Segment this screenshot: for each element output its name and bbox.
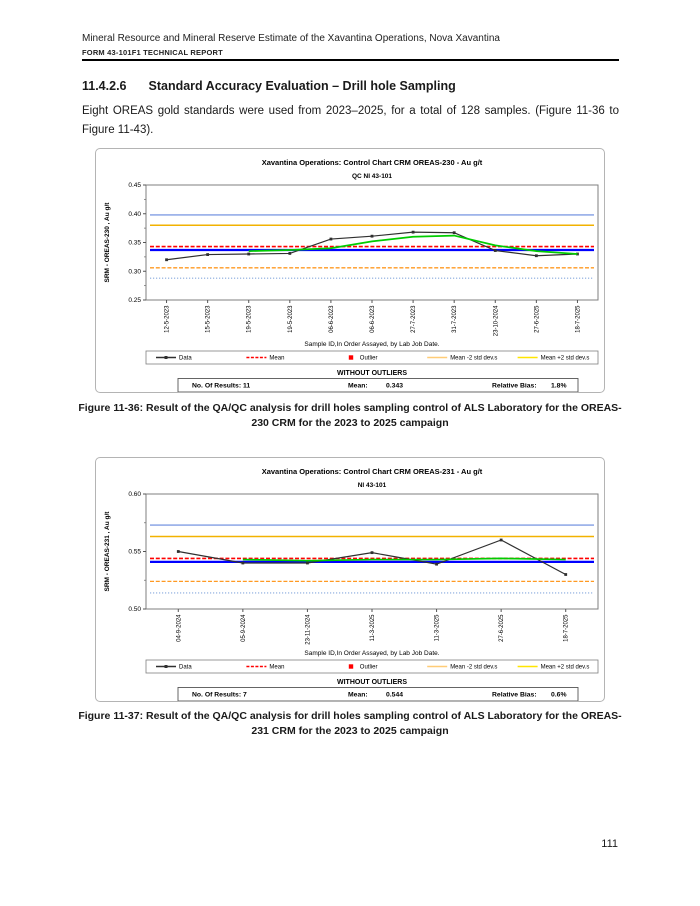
legend-label: Mean [269,356,284,362]
figure-caption-11-37: Figure 11-37: Result of the QA/QC analys… [78,710,622,737]
legend-label: Outlier [360,356,378,362]
data-point-marker [564,573,568,576]
data-point-marker [452,231,456,235]
data-point-marker [306,561,309,565]
legend-label: Mean -2 std dev.s [450,665,497,671]
x-tick-label: 06-6-2023 [329,305,335,333]
legend-box [145,350,599,365]
x-tick-label: 04-9-2024 [176,614,182,642]
legend-label: Data [179,356,192,362]
stats-bias-label: Relative Bias: [492,692,537,699]
x-tick-label: 18-7-2025 [564,614,570,642]
x-tick-label: 11-3-2025 [370,614,376,642]
chart-subtitle: NI 43-101 [358,482,387,489]
legend-label: Mean -2 std dev.s [450,356,497,362]
document-header-form: FORM 43-101F1 TECHNICAL REPORT [82,48,223,57]
x-axis-label: Sample ID,In Order Assayed, by Lab Job D… [304,650,439,657]
data-point-marker [176,550,180,553]
without-outliers-header: WITHOUT OUTLIERS [337,679,407,686]
data-point-marker [411,230,415,234]
stats-results-value: 7 [243,692,247,699]
x-tick-label: 23-10-2024 [493,305,499,336]
data-point-marker [165,258,168,262]
chart-title: Xavantina Operations: Control Chart CRM … [262,158,483,167]
y-tick-label: 0.30 [128,268,141,275]
x-tick-label: 27-6-2025 [499,614,505,642]
y-tick-label: 0.25 [128,297,141,304]
stats-results-value: 11 [243,383,250,390]
legend-label: Data [179,665,192,671]
y-axis-label: SRM - OREAS-231 , Au g/t [104,511,111,592]
plot-area [145,184,599,301]
data-point-marker [534,254,538,258]
x-tick-label: 12-5-2023 [165,305,171,333]
y-tick-label: 0.50 [128,606,141,613]
page-number: 111 [601,838,618,850]
data-point-marker [499,538,503,542]
series-moving-average [242,557,566,562]
data-point-marker [370,234,374,238]
x-tick-label: 31-7-2023 [452,305,458,333]
stats-results-label: No. Of Results: [192,692,241,699]
legend-label: Outlier [360,665,378,671]
y-tick-label: 0.55 [128,549,141,556]
legend-swatch-marker [164,356,168,359]
x-tick-label: 05-9-2024 [241,614,247,642]
data-point-marker [247,252,251,256]
control-chart-oreas-231: Xavantina Operations: Control Chart CRM … [95,457,605,702]
stats-mean-value: 0.343 [386,383,403,390]
x-tick-label: 15-5-2023 [206,305,212,333]
section-title: Standard Accuracy Evaluation – Drill hol… [148,79,456,93]
series-moving-average [248,234,578,255]
y-tick-label: 0.35 [128,240,141,247]
data-point-marker [241,561,245,565]
legend-box [145,659,599,674]
without-outliers-header: WITHOUT OUTLIERS [337,370,407,377]
y-tick-label: 0.40 [128,211,141,218]
legend-swatch-outlier [348,664,354,669]
stats-bias-value: 1.8% [551,383,567,390]
body-paragraph: Eight OREAS gold standards were used fro… [82,105,619,136]
chart-title: Xavantina Operations: Control Chart CRM … [262,467,483,476]
legend-label: Mean +2 std dev.s [541,665,590,671]
legend-label: Mean +2 std dev.s [541,356,590,362]
data-point-marker [206,253,210,256]
data-point-marker [370,551,374,555]
document-header-title: Mineral Resource and Mineral Reserve Est… [82,33,500,44]
x-tick-label: 19-5-2023 [247,305,253,333]
data-point-marker [435,562,438,566]
control-chart-oreas-230: Xavantina Operations: Control Chart CRM … [95,148,605,393]
data-point-marker [493,249,497,252]
y-tick-label: 0.45 [128,182,141,189]
legend-swatch-marker [164,665,168,668]
stats-bias-label: Relative Bias: [492,383,537,390]
stats-bias-value: 0.6% [551,692,567,699]
stats-results-label: No. Of Results: [192,383,241,390]
chart-svg: Xavantina Operations: Control Chart CRM … [104,467,599,702]
x-axis-label: Sample ID,In Order Assayed, by Lab Job D… [304,341,439,348]
legend-label: Mean [269,665,284,671]
x-tick-label: 06-6-2023 [370,305,376,333]
x-tick-label: 27-6-2025 [534,305,540,333]
legend-swatch-outlier [348,355,354,360]
header-divider [82,59,619,61]
figure-caption-11-36: Figure 11-36: Result of the QA/QC analys… [78,402,622,429]
series-data [178,539,566,576]
x-tick-label: 19-5-2023 [288,305,294,333]
stats-mean-value: 0.544 [386,692,403,699]
y-axis-label: SRM - OREAS-230 , Au g/t [104,202,111,283]
chart-svg: Xavantina Operations: Control Chart CRM … [104,158,599,393]
x-tick-label: 18-7-2025 [575,305,581,333]
x-tick-label: 23-11-2024 [305,614,311,645]
stats-mean-label: Mean: [348,692,368,699]
chart-subtitle: QC NI 43-101 [352,173,392,180]
section-heading: 11.4.2.6 Standard Accuracy Evaluation – D… [82,79,619,93]
section-number: 11.4.2.6 [82,79,127,93]
x-tick-label: 11-3-2025 [435,614,441,642]
x-tick-label: 27-7-2023 [411,305,417,333]
stats-mean-label: Mean: [348,383,368,390]
data-point-marker [288,252,292,255]
y-tick-label: 0.60 [128,491,141,498]
data-point-marker [329,237,333,241]
